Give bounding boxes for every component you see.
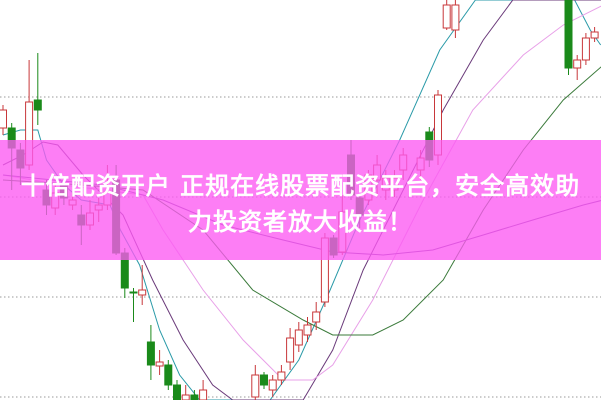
candle <box>199 380 208 400</box>
candle <box>260 372 268 389</box>
candle <box>129 288 138 322</box>
candle <box>564 0 573 75</box>
candle-body <box>181 394 190 400</box>
candle <box>190 390 199 400</box>
candle-body <box>590 31 599 39</box>
candle-body <box>164 364 173 386</box>
candle-body <box>138 289 147 296</box>
candle <box>33 53 42 125</box>
candle <box>146 325 155 380</box>
candle <box>451 0 460 38</box>
candle-body <box>564 0 573 69</box>
candle <box>303 317 312 342</box>
candle <box>277 365 286 385</box>
candle <box>294 322 303 352</box>
candle-body <box>268 379 277 391</box>
candle <box>155 350 164 375</box>
candle <box>312 302 321 330</box>
banner-line-1: 十倍配资开户 正规在线股票配资平台，安全高效助 <box>20 172 581 200</box>
candle-body <box>251 374 260 398</box>
candle-body <box>277 371 286 381</box>
candle-body <box>442 4 451 29</box>
candle <box>581 33 590 65</box>
candle-body <box>286 337 295 363</box>
candle-body <box>581 37 590 61</box>
candle-body <box>173 384 181 400</box>
candle-body <box>33 99 42 111</box>
candle-body <box>451 4 460 31</box>
candle-body <box>260 374 268 386</box>
candle <box>181 385 190 400</box>
candle-body <box>294 329 303 346</box>
candle-body <box>573 59 582 69</box>
candle <box>164 360 173 390</box>
candle <box>138 265 147 305</box>
candle-body <box>312 311 321 323</box>
candle-body <box>303 324 312 336</box>
candle <box>442 0 451 30</box>
candle <box>590 27 599 42</box>
candle-body <box>0 109 7 129</box>
candle <box>268 375 277 397</box>
candle <box>251 365 260 400</box>
candle-body <box>190 394 199 400</box>
candle-body <box>146 341 155 366</box>
candle <box>573 55 582 80</box>
candle <box>173 380 181 400</box>
ad-banner[interactable]: 十倍配资开户 正规在线股票配资平台，安全高效助 力投资者放大收益！ <box>0 140 601 260</box>
candle <box>0 105 7 135</box>
candle-body <box>155 361 164 367</box>
candle-body <box>129 291 138 294</box>
candle <box>286 328 295 370</box>
candle-body <box>199 389 208 400</box>
banner-line-2: 力投资者放大收益！ <box>188 208 413 236</box>
